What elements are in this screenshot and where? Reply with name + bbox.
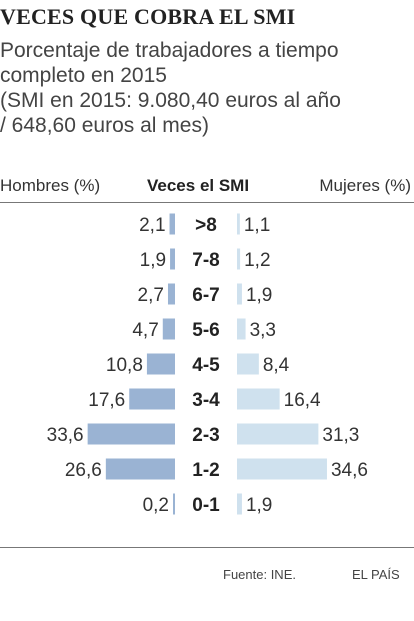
category-label: 5-6 — [192, 320, 219, 341]
men-bar — [146, 353, 175, 375]
women-value-label: 16,4 — [284, 390, 321, 411]
women-bar — [237, 353, 259, 375]
category-label: >8 — [195, 215, 217, 236]
women-value-label: 34,6 — [331, 460, 368, 481]
men-column-header: Hombres (%) — [0, 176, 101, 195]
category-label: 0-1 — [192, 495, 220, 516]
category-column-header: Veces el SMI — [147, 176, 250, 195]
men-bar — [169, 213, 175, 235]
subtitle-line: completo en 2015 — [0, 64, 167, 87]
women-bar — [237, 458, 327, 480]
women-bar — [237, 423, 319, 445]
men-value-label: 2,1 — [139, 215, 165, 236]
men-value-label: 17,6 — [88, 390, 125, 411]
women-value-label: 1,2 — [244, 250, 270, 271]
men-bar — [105, 458, 175, 480]
category-label: 1-2 — [192, 460, 219, 481]
women-bar — [237, 248, 241, 270]
category-label: 4-5 — [192, 355, 220, 376]
men-value-label: 1,9 — [140, 250, 166, 271]
men-bar — [162, 318, 175, 340]
men-bar — [173, 493, 175, 515]
women-column-header: Mujeres (%) — [319, 176, 411, 195]
women-bar — [237, 283, 242, 305]
women-value-label: 1,1 — [244, 215, 270, 236]
publisher-brand: EL PAÍS — [352, 567, 400, 582]
subtitle-line: Porcentaje de trabajadores a tiempo — [0, 39, 339, 62]
women-bar — [237, 318, 246, 340]
men-value-label: 4,7 — [132, 320, 158, 341]
men-value-label: 10,8 — [106, 355, 143, 376]
men-value-label: 33,6 — [47, 425, 84, 446]
subtitle-line: / 648,60 euros al mes) — [0, 114, 209, 137]
women-bar — [237, 213, 240, 235]
subtitle-line: (SMI en 2015: 9.080,40 euros al año — [0, 89, 341, 112]
source-note: Fuente: INE. — [223, 567, 296, 582]
women-value-label: 1,9 — [246, 285, 272, 306]
category-label: 2-3 — [192, 425, 219, 446]
men-value-label: 2,7 — [138, 285, 164, 306]
women-bar — [237, 388, 280, 410]
category-label: 7-8 — [192, 250, 219, 271]
women-value-label: 1,9 — [246, 495, 272, 516]
category-label: 3-4 — [192, 390, 220, 411]
men-value-label: 0,2 — [143, 495, 169, 516]
women-value-label: 3,3 — [250, 320, 276, 341]
men-bar — [129, 388, 175, 410]
men-bar — [170, 248, 175, 270]
women-value-label: 31,3 — [322, 425, 359, 446]
pyramid-chart: 2,1 1,1 >8 1,9 1,2 7-8 2,7 1,9 6-7 4,7 3,3 5-6 10,8 8… — [47, 213, 368, 516]
header-divider — [0, 202, 414, 203]
men-bar — [87, 423, 175, 445]
women-bar — [237, 493, 242, 515]
bottom-divider — [0, 547, 414, 548]
men-value-label: 26,6 — [65, 460, 102, 481]
men-bar — [167, 283, 175, 305]
chart-title: VECES QUE COBRA EL SMI — [0, 4, 296, 29]
women-value-label: 8,4 — [263, 355, 290, 376]
chart-subtitle: Porcentaje de trabajadores a tiempo comp… — [0, 38, 414, 138]
category-label: 6-7 — [192, 285, 219, 306]
